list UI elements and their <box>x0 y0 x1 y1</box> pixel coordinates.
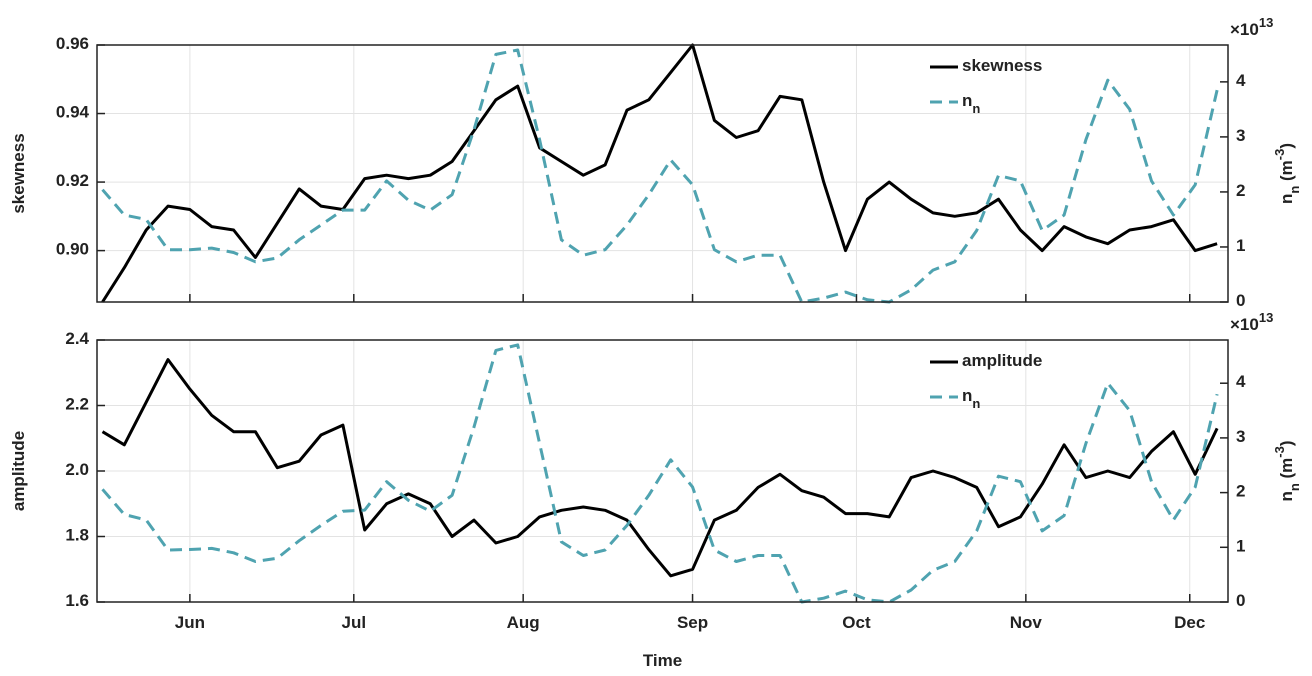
y-tick-label: 0.92 <box>56 172 89 191</box>
x-tick-label: Nov <box>1010 613 1043 632</box>
y2-tick-label: 2 <box>1236 181 1245 200</box>
series-line <box>101 48 1219 304</box>
y-tick-label: 2.0 <box>65 460 89 479</box>
y-tick-label: 0.96 <box>56 34 89 53</box>
y-tick-label: 0.94 <box>56 103 90 122</box>
y-axis-label: amplitude <box>9 431 28 511</box>
x-axis-label: Time <box>643 651 682 670</box>
legend-label: nn <box>962 91 980 115</box>
x-tick-label: Dec <box>1174 613 1205 632</box>
y2-tick-label: 2 <box>1236 482 1245 501</box>
x-tick-label: Aug <box>507 613 540 632</box>
series-line <box>101 358 1219 578</box>
y2-tick-label: 0 <box>1236 591 1245 610</box>
y-axis-label: skewness <box>9 133 28 213</box>
legend-label: nn <box>962 386 980 410</box>
y-tick-label: 1.8 <box>65 526 89 545</box>
legend-label: skewness <box>962 56 1042 75</box>
series-line <box>101 343 1219 604</box>
y2-multiplier: ×1013 <box>1230 15 1273 40</box>
y2-tick-label: 3 <box>1236 126 1245 145</box>
y2-tick-label: 1 <box>1236 537 1245 556</box>
y2-tick-label: 3 <box>1236 427 1245 446</box>
y2-axis-label: nn (m-3) <box>1272 440 1302 501</box>
x-tick-label: Oct <box>842 613 871 632</box>
legend-label: amplitude <box>962 351 1042 370</box>
y2-multiplier: ×1013 <box>1230 310 1273 335</box>
y2-tick-label: 0 <box>1236 291 1245 310</box>
y-tick-label: 2.2 <box>65 395 89 414</box>
y-tick-label: 2.4 <box>65 329 89 348</box>
x-tick-label: Jul <box>342 613 367 632</box>
y-tick-label: 0.90 <box>56 240 89 259</box>
y2-tick-label: 4 <box>1236 71 1246 90</box>
x-tick-label: Jun <box>175 613 205 632</box>
x-tick-label: Sep <box>677 613 708 632</box>
series-line <box>101 43 1218 303</box>
y2-axis-label: nn (m-3) <box>1272 143 1302 204</box>
y2-tick-label: 1 <box>1236 236 1245 255</box>
y-tick-label: 1.6 <box>65 591 89 610</box>
y2-tick-label: 4 <box>1236 373 1246 392</box>
plot-frame <box>96 339 1229 603</box>
plot-frame <box>96 44 1229 303</box>
